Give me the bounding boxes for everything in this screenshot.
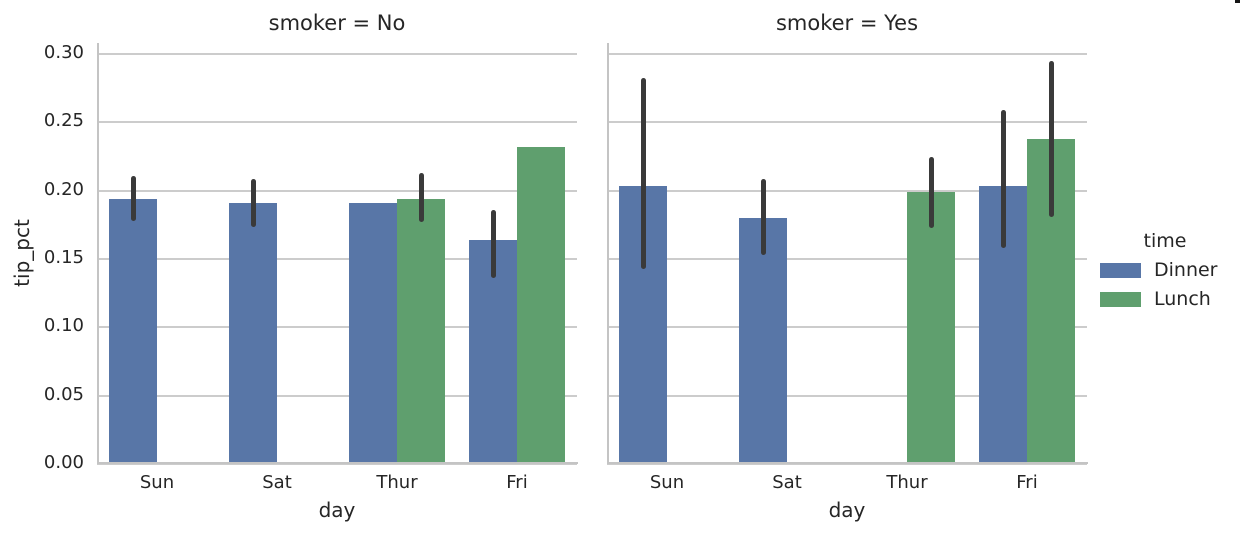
bar-dinner-sat bbox=[739, 218, 787, 463]
x-tick-label-sun: Sun bbox=[649, 472, 685, 493]
legend-label-dinner: Dinner bbox=[1154, 259, 1218, 281]
gridline bbox=[97, 121, 577, 124]
x-axis-spine bbox=[607, 462, 1088, 464]
x-axis-label: day bbox=[828, 498, 866, 522]
y-tick-label: 0.20 bbox=[43, 178, 84, 200]
y-tick-label: 0.00 bbox=[43, 452, 84, 473]
legend: time Dinner Lunch bbox=[1100, 229, 1230, 317]
error-bar-lunch-fri bbox=[1048, 61, 1054, 217]
gridline bbox=[607, 52, 1087, 55]
error-bar-dinner-sun bbox=[130, 175, 136, 222]
y-tick-label: 0.10 bbox=[43, 315, 84, 337]
error-bar-lunch-thur bbox=[928, 156, 934, 228]
y-axis-spine bbox=[607, 43, 609, 463]
screen-edge-artifact bbox=[1235, 0, 1240, 3]
gridline bbox=[97, 463, 577, 465]
error-bar-lunch-thur bbox=[418, 173, 424, 223]
gridline bbox=[607, 121, 1087, 124]
legend-title: time bbox=[1143, 230, 1187, 252]
y-tick-label: 0.25 bbox=[43, 110, 84, 132]
facet-title-smoker-yes: smoker = Yes bbox=[775, 11, 919, 35]
x-tick-label-thur: Thur bbox=[376, 472, 418, 493]
plot-area-smoker-yes bbox=[607, 43, 1087, 465]
bar-dinner-thur bbox=[349, 203, 397, 463]
bar-lunch-thur bbox=[397, 199, 445, 463]
gridline bbox=[97, 189, 577, 192]
gridline bbox=[607, 189, 1087, 192]
x-tick-labels: Sun Sat Thur Fri bbox=[607, 471, 1087, 495]
x-tick-label-sun: Sun bbox=[139, 472, 175, 493]
legend-label-lunch: Lunch bbox=[1154, 288, 1211, 310]
x-axis-label: day bbox=[318, 498, 356, 522]
error-bar-dinner-sat bbox=[250, 178, 256, 227]
bar-lunch-thur bbox=[907, 192, 955, 463]
x-tick-labels: Sun Sat Thur Fri bbox=[97, 471, 577, 495]
gridline bbox=[97, 257, 577, 260]
x-tick-label-sat: Sat bbox=[772, 472, 802, 493]
gridline bbox=[97, 52, 577, 55]
y-tick-label: 0.30 bbox=[43, 41, 84, 63]
bar-dinner-sat bbox=[229, 203, 277, 463]
legend-entry-lunch: Lunch bbox=[1100, 288, 1230, 310]
legend-swatch-lunch bbox=[1100, 291, 1141, 307]
legend-entry-dinner: Dinner bbox=[1100, 259, 1230, 281]
y-tick-labels: 0.00 0.05 0.10 0.15 0.20 0.25 0.30 bbox=[0, 0, 84, 540]
gridline bbox=[607, 257, 1087, 260]
x-tick-label-sat: Sat bbox=[262, 472, 292, 493]
gridline bbox=[97, 326, 577, 329]
y-axis-spine bbox=[97, 43, 99, 463]
gridline bbox=[97, 394, 577, 397]
x-tick-label-fri: Fri bbox=[506, 472, 528, 493]
facet-title-smoker-no: smoker = No bbox=[268, 11, 406, 35]
x-tick-label-fri: Fri bbox=[1016, 472, 1038, 493]
gridline bbox=[607, 394, 1087, 397]
x-tick-label-thur: Thur bbox=[886, 472, 928, 493]
error-bar-dinner-sun bbox=[640, 77, 646, 269]
bar-lunch-fri bbox=[517, 147, 565, 463]
gridline bbox=[607, 463, 1087, 465]
y-tick-label: 0.05 bbox=[43, 383, 84, 405]
x-axis-spine bbox=[97, 462, 578, 464]
plot-area-smoker-no bbox=[97, 43, 577, 465]
error-bar-dinner-fri bbox=[1000, 110, 1006, 249]
error-bar-dinner-fri bbox=[490, 210, 496, 279]
y-tick-label: 0.15 bbox=[43, 246, 84, 268]
error-bar-dinner-sat bbox=[760, 178, 766, 256]
bar-dinner-sun bbox=[109, 199, 157, 463]
gridline bbox=[607, 326, 1087, 329]
legend-swatch-dinner bbox=[1100, 262, 1141, 278]
